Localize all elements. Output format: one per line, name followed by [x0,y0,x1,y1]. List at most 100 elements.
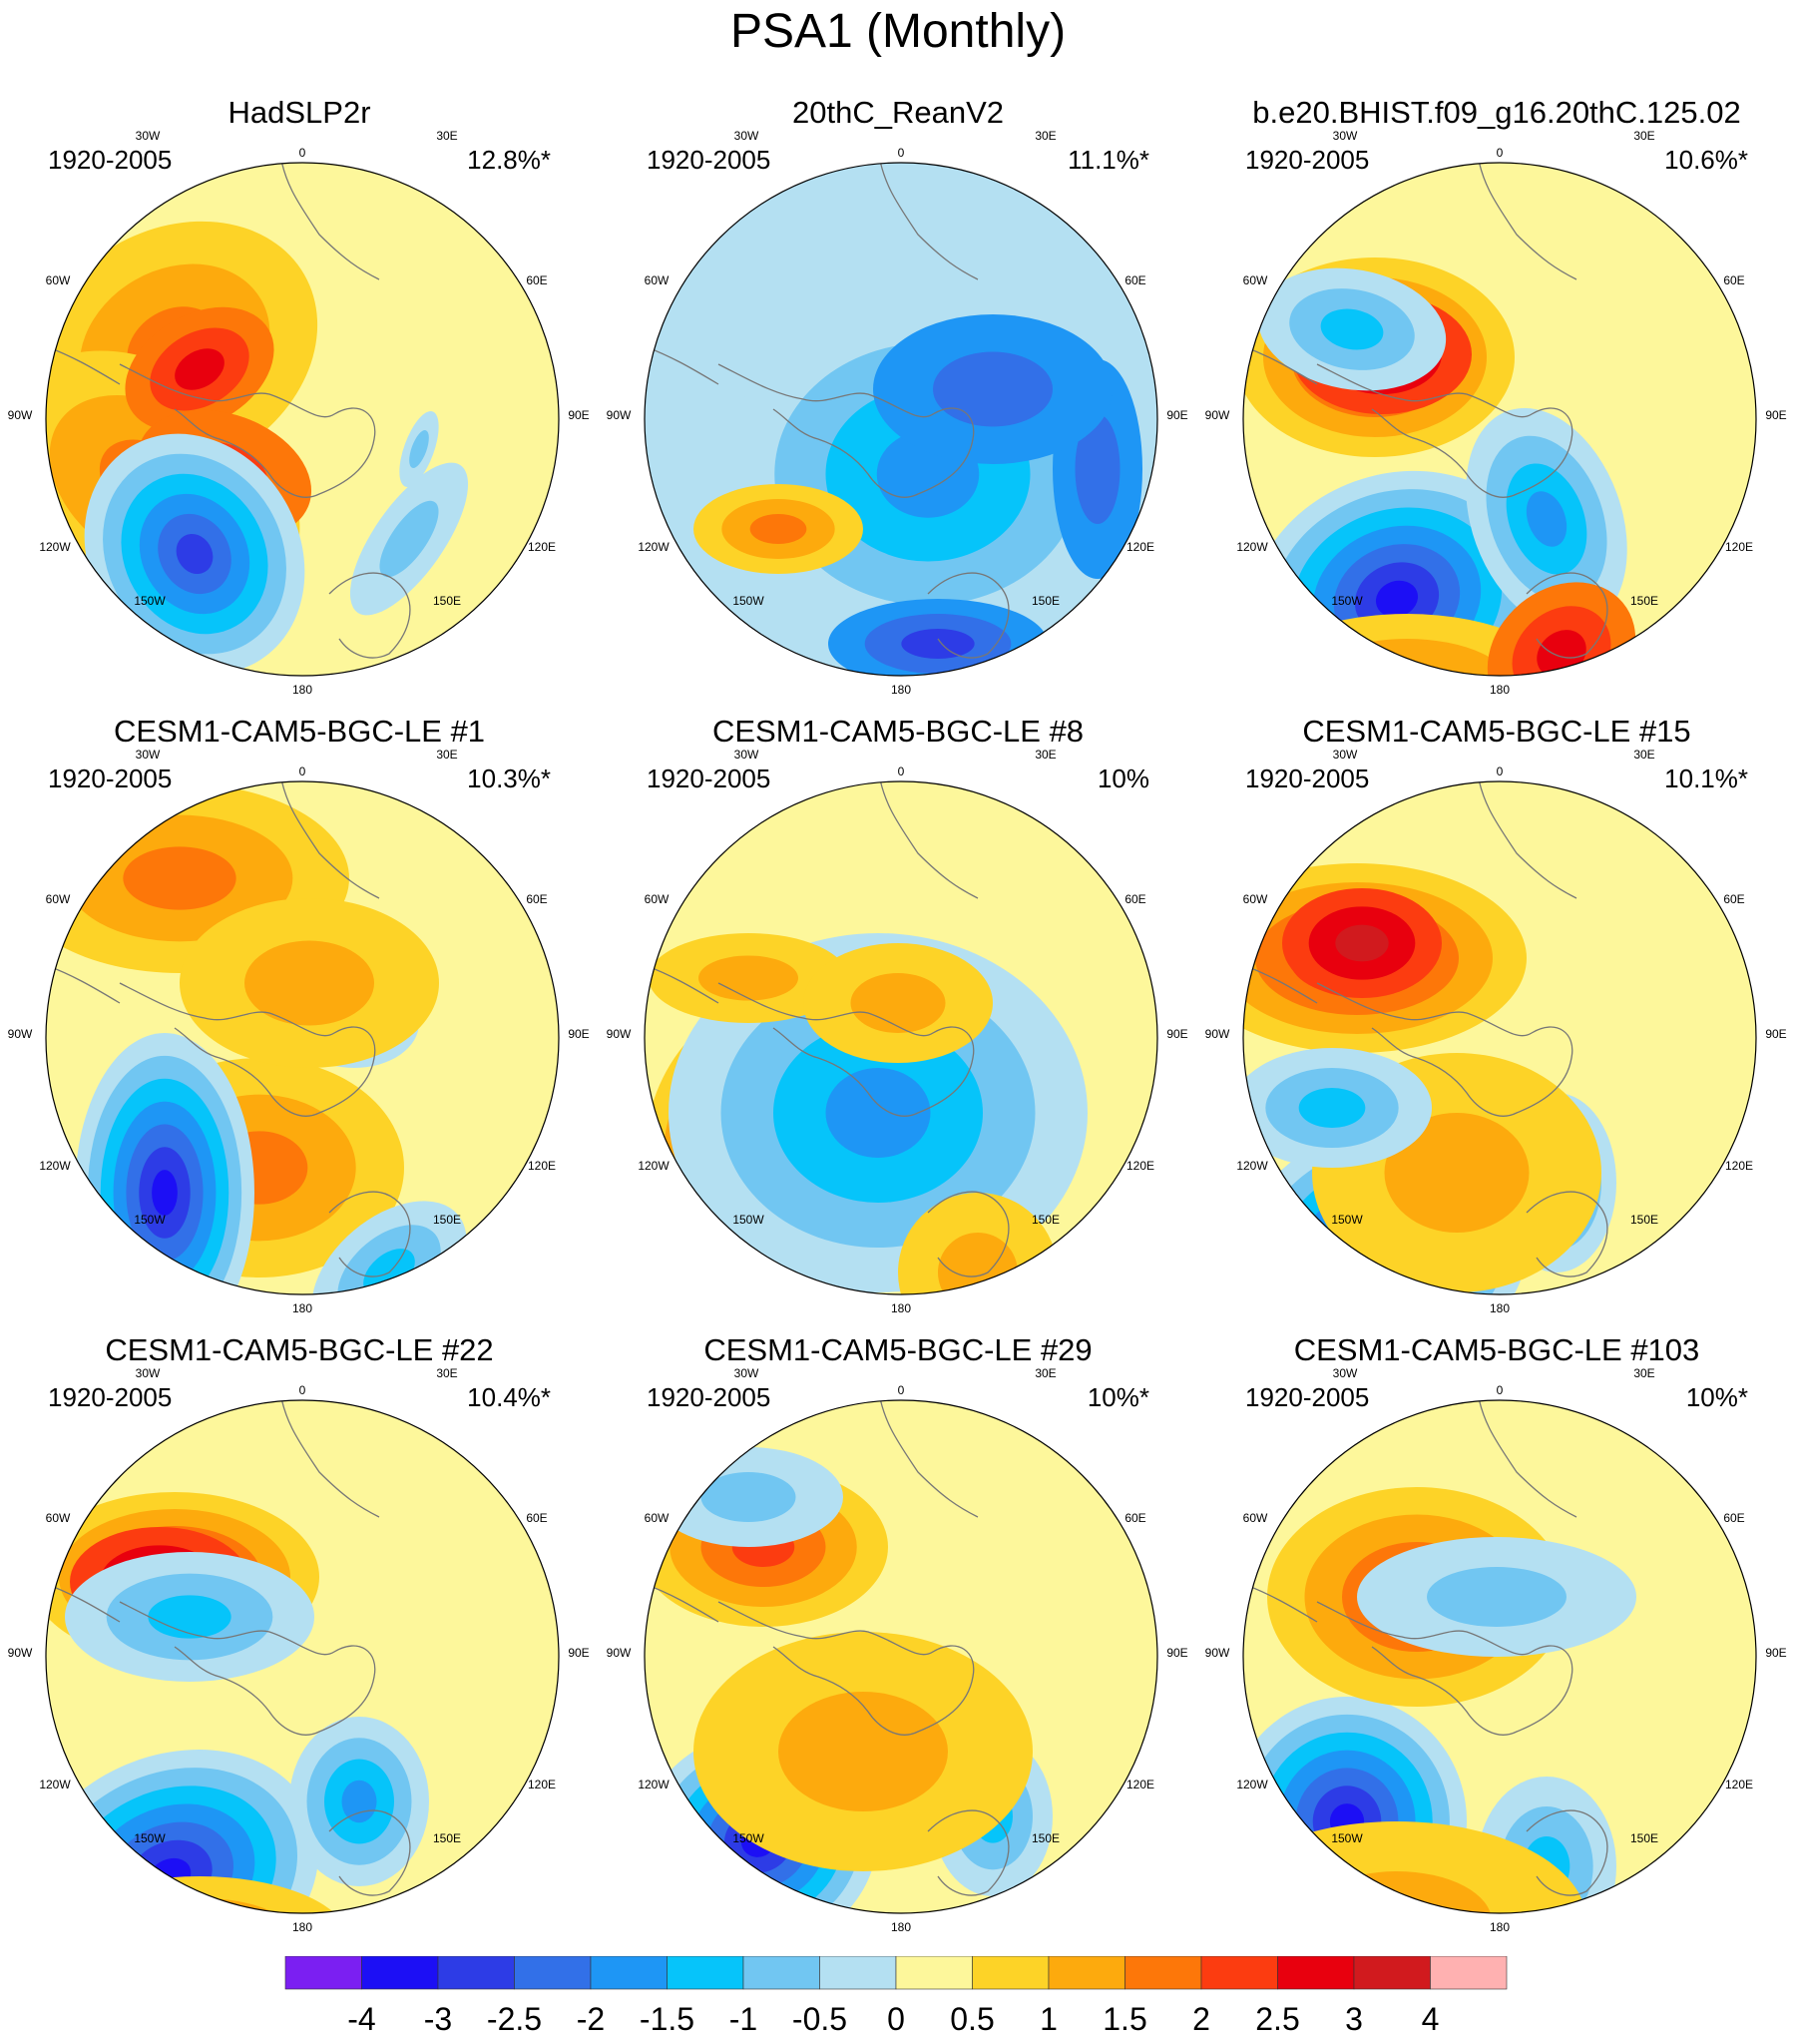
map-boundary [45,1399,560,1914]
colorbar-swatch [1200,1956,1278,1990]
longitude-label: 60W [1243,1511,1268,1525]
longitude-label: 30W [1333,748,1358,762]
longitude-label: 30E [436,129,457,143]
coastline [1526,572,1608,659]
coastline [877,163,979,280]
longitude-label: 180 [891,683,911,697]
longitude-label: 60W [645,273,670,287]
longitude-label: 120W [1236,1159,1268,1173]
contour-fill [825,1068,931,1158]
map-panel: 0 180 30W 60W 90W 120W 150W 30E 60E 90E 120E 150E CE… [599,1332,1197,1951]
panel-variance: 10.3%* [467,764,551,793]
longitude-label: 150E [433,594,461,608]
longitude-label: 90E [1765,1027,1786,1041]
coastline [328,572,411,659]
longitude-label: 180 [292,1920,312,1934]
polar-map: 0 180 30W 60W 90W 120W 150W 30E 60E 90E 120E 150E [1205,129,1787,697]
colorbar-swatch [819,1956,897,1990]
longitude-label: 90E [1166,1646,1187,1660]
contour-fill [1353,664,1461,676]
map-panel: 0 180 30W 60W 90W 120W 150W 30E 60E 90E 120E 150E 20… [599,95,1197,714]
longitude-label: 150E [1630,594,1658,608]
longitude-label: 90E [568,408,589,422]
longitude-label: 150E [1032,1213,1060,1227]
longitude-label: 120E [1126,540,1154,554]
colorbar-swatch [514,1956,592,1990]
polar-map: 0 180 30W 60W 90W 120W 150W 30E 60E 90E 120E 150E [607,748,1188,1315]
coastline [119,363,376,498]
panel-variance: 10% [1097,764,1149,793]
longitude-label: 30W [1333,129,1358,143]
longitude-label: 150W [1331,1213,1363,1227]
longitude-label: 0 [898,765,905,778]
longitude-label: 180 [1490,1920,1510,1934]
longitude-label: 180 [1490,683,1510,697]
panel-title: CESM1-CAM5-BGC-LE #29 [703,1332,1093,1367]
longitude-label: 120W [39,540,71,554]
coastline [328,1191,411,1278]
map-boundary [644,162,1158,677]
longitude-label: 30W [734,129,759,143]
longitude-label: 120E [528,1159,556,1173]
longitude-label: 90W [1205,408,1230,422]
contour-fill [152,1170,178,1216]
longitude-label: 150E [433,1831,461,1845]
panel-title: CESM1-CAM5-BGC-LE #1 [113,714,486,749]
panel-period: 1920-2005 [1245,145,1370,175]
polar-map: 0 180 30W 60W 90W 120W 150W 30E 60E 90E 120E 150E [8,748,590,1315]
longitude-label: 150E [1032,1831,1060,1845]
longitude-label: 30E [1035,129,1056,143]
longitude-label: 60E [526,1511,547,1525]
colorbar-swatch [284,1956,362,1990]
longitude-label: 90E [1166,408,1187,422]
map-panel: 0 180 30W 60W 90W 120W 150W 30E 60E 90E 120E 150E CE… [1197,714,1796,1332]
colorbar-swatch [1353,1956,1431,1990]
longitude-label: 150W [732,1831,764,1845]
map-boundary [644,780,1158,1295]
longitude-label: 150W [134,1213,166,1227]
contour-fill [1075,414,1121,524]
panel-title: HadSLP2r [227,95,371,130]
colorbar-label: 1.5 [1103,2001,1146,2037]
longitude-label: 60E [526,892,547,906]
panel-variance: 10.4%* [467,1382,551,1412]
panel-title: CESM1-CAM5-BGC-LE #22 [105,1332,494,1367]
polar-map: 0 180 30W 60W 90W 120W 150W 30E 60E 90E 120E 150E [8,129,590,697]
longitude-label: 90E [1765,408,1786,422]
longitude-label: 150E [1630,1831,1658,1845]
longitude-label: 60W [46,273,71,287]
coastline [278,781,380,899]
longitude-label: 120E [1126,1778,1154,1791]
map-boundary [1242,780,1757,1295]
longitude-label: 90W [1205,1027,1230,1041]
longitude-label: 30E [1633,748,1654,762]
longitude-label: 60E [1723,892,1744,906]
longitude-label: 30E [1633,129,1654,143]
longitude-label: 60E [526,273,547,287]
colorbar-swatch [742,1956,820,1990]
longitude-label: 30W [136,1366,161,1380]
longitude-label: 150W [1331,1831,1363,1845]
longitude-label: 30W [734,748,759,762]
longitude-label: 0 [898,146,905,160]
map-boundary [1242,1399,1757,1914]
panel-period: 1920-2005 [647,1382,771,1412]
coastline [1316,982,1573,1117]
longitude-label: 60W [46,892,71,906]
coastline [1476,1400,1577,1518]
longitude-label: 120E [528,540,556,554]
longitude-label: 120W [39,1159,71,1173]
longitude-label: 90E [1166,1027,1187,1041]
longitude-label: 90E [1765,1646,1786,1660]
longitude-label: 90E [568,1027,589,1041]
longitude-label: 0 [299,1383,306,1397]
longitude-label: 0 [1497,146,1504,160]
colorbar-swatch [1277,1956,1355,1990]
longitude-label: 150W [732,594,764,608]
coastline [328,1809,411,1896]
longitude-label: 120W [1236,1778,1268,1791]
map-panel: 0 180 30W 60W 90W 120W 150W 30E 60E 90E 120E 150E Ha… [0,95,599,714]
longitude-label: 30E [1035,748,1056,762]
contour-fill [123,846,236,910]
longitude-label: 30W [136,748,161,762]
